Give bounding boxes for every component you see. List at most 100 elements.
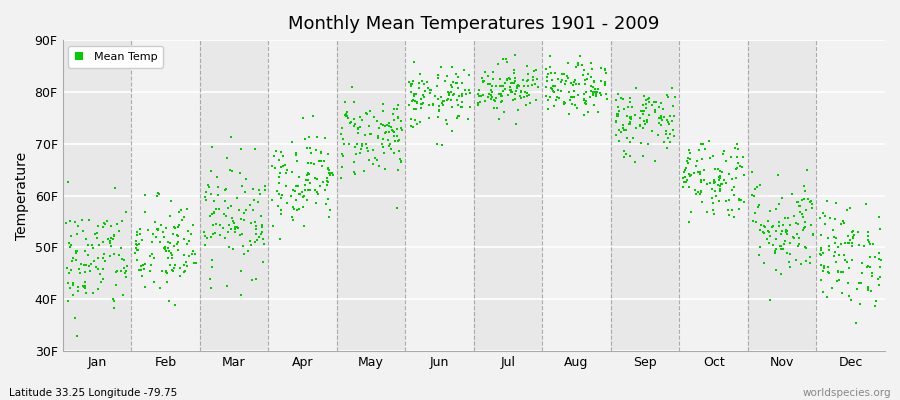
Mean Temp xyxy=(611,110,625,117)
Mean Temp xyxy=(212,232,227,238)
Mean Temp xyxy=(509,88,524,94)
Mean Temp xyxy=(722,197,736,204)
Mean Temp xyxy=(653,122,668,128)
Mean Temp xyxy=(156,229,170,236)
Mean Temp xyxy=(580,88,594,95)
Mean Temp xyxy=(590,86,605,92)
Mean Temp xyxy=(94,279,108,286)
Mean Temp xyxy=(351,130,365,136)
Mean Temp xyxy=(213,222,228,229)
Mean Temp xyxy=(158,269,173,275)
Mean Temp xyxy=(509,84,524,91)
Mean Temp xyxy=(366,147,381,154)
Mean Temp xyxy=(356,168,371,174)
Mean Temp xyxy=(712,174,726,180)
Mean Temp xyxy=(240,248,255,254)
Mean Temp xyxy=(421,102,436,108)
Mean Temp xyxy=(873,264,887,270)
Mean Temp xyxy=(707,178,722,185)
Mean Temp xyxy=(519,102,534,108)
Mean Temp xyxy=(551,87,565,94)
Mean Temp xyxy=(228,224,242,230)
Mean Temp xyxy=(845,229,859,236)
Mean Temp xyxy=(313,158,328,164)
Mean Temp xyxy=(753,222,768,228)
Mean Temp xyxy=(114,268,129,274)
Mean Temp xyxy=(238,250,252,257)
Mean Temp xyxy=(318,187,332,193)
Mean Temp xyxy=(779,227,794,233)
Mean Temp xyxy=(86,242,100,248)
Mean Temp xyxy=(359,141,374,148)
Mean Temp xyxy=(315,163,329,169)
Mean Temp xyxy=(63,284,77,291)
Mean Temp xyxy=(695,199,709,206)
Mean Temp xyxy=(774,228,788,234)
Mean Temp xyxy=(856,243,870,250)
Mean Temp xyxy=(436,102,450,108)
Mean Temp xyxy=(60,179,75,186)
Mean Temp xyxy=(633,123,647,129)
Mean Temp xyxy=(762,297,777,303)
Mean Temp xyxy=(415,100,429,107)
Mean Temp xyxy=(768,248,782,254)
Mean Temp xyxy=(719,158,733,164)
Mean Temp xyxy=(587,78,601,85)
Mean Temp xyxy=(180,206,194,212)
Mean Temp xyxy=(275,153,290,159)
Mean Temp xyxy=(130,257,144,264)
Mean Temp xyxy=(161,245,176,251)
Mean Temp xyxy=(340,115,355,122)
Mean Temp xyxy=(826,252,841,259)
Mean Temp xyxy=(441,95,455,102)
Mean Temp xyxy=(285,217,300,224)
Mean Temp xyxy=(70,231,85,237)
Mean Temp xyxy=(803,199,817,206)
Mean Temp xyxy=(284,192,298,199)
Mean Temp xyxy=(683,172,698,179)
Mean Temp xyxy=(152,284,166,291)
Mean Temp xyxy=(565,100,580,107)
Mean Temp xyxy=(224,134,238,140)
Mean Temp xyxy=(133,267,148,273)
Mean Temp xyxy=(684,171,698,178)
Mean Temp xyxy=(359,140,374,147)
Mean Temp xyxy=(245,277,259,283)
Mean Temp xyxy=(677,179,691,185)
Mean Temp xyxy=(694,189,708,195)
Mean Temp xyxy=(275,163,290,169)
Mean Temp xyxy=(504,80,518,86)
Mean Temp xyxy=(103,238,117,244)
Mean Temp xyxy=(166,268,180,274)
Mean Temp xyxy=(234,146,248,152)
Mean Temp xyxy=(170,224,184,230)
Mean Temp xyxy=(70,247,85,254)
Mean Temp xyxy=(835,218,850,224)
Mean Temp xyxy=(442,90,456,96)
Mean Temp xyxy=(647,98,662,105)
Mean Temp xyxy=(548,70,562,76)
Mean Temp xyxy=(697,176,711,183)
Mean Temp xyxy=(866,241,880,248)
Mean Temp xyxy=(205,257,220,263)
Mean Temp xyxy=(363,131,377,137)
Mean Temp xyxy=(238,210,252,216)
Mean Temp xyxy=(725,176,740,182)
Mean Temp xyxy=(508,74,522,81)
Mean Temp xyxy=(319,135,333,141)
Mean Temp xyxy=(688,186,702,193)
Mean Temp xyxy=(786,234,800,240)
Mean Temp xyxy=(760,236,775,242)
Mean Temp xyxy=(610,111,625,117)
Mean Temp xyxy=(714,175,728,181)
Mean Temp xyxy=(268,148,283,154)
Mean Temp xyxy=(446,92,460,98)
Mean Temp xyxy=(554,71,569,77)
Mean Temp xyxy=(369,157,383,164)
Mean Temp xyxy=(783,264,797,270)
Mean Temp xyxy=(814,261,828,268)
Mean Temp xyxy=(634,108,649,114)
Mean Temp xyxy=(805,205,819,211)
Mean Temp xyxy=(110,267,124,274)
Mean Temp xyxy=(171,246,185,253)
